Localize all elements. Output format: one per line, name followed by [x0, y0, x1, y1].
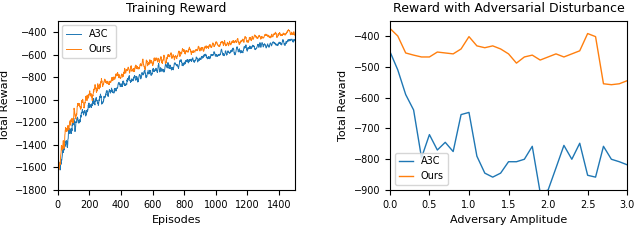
- Line: Ours: Ours: [58, 30, 295, 193]
- Ours: [442, 52, 449, 54]
- Ours: [426, 56, 433, 58]
- A3C: [54, 174, 61, 177]
- Line: A3C: A3C: [390, 52, 627, 193]
- Ours: [291, 34, 299, 37]
- Title: Reward with Adversarial Disturbance: Reward with Adversarial Disturbance: [393, 2, 625, 15]
- A3C: [568, 158, 575, 161]
- A3C: [529, 145, 536, 148]
- Ours: [433, 51, 441, 53]
- A3C: [394, 68, 402, 71]
- A3C: [552, 166, 560, 169]
- Title: Training Reward: Training Reward: [126, 2, 227, 15]
- A3C: [497, 172, 504, 174]
- A3C: [426, 133, 433, 136]
- A3C: [164, 66, 172, 69]
- A3C: [402, 93, 410, 96]
- A3C: [433, 149, 441, 151]
- Ours: [72, 116, 80, 119]
- X-axis label: Adversary Amplitude: Adversary Amplitude: [450, 215, 567, 225]
- Ours: [164, 56, 172, 59]
- A3C: [505, 160, 513, 163]
- Ours: [576, 49, 584, 52]
- Ours: [560, 56, 568, 58]
- Ours: [592, 35, 600, 38]
- Ours: [449, 52, 457, 55]
- Y-axis label: Total Reward: Total Reward: [338, 70, 348, 141]
- A3C: [72, 120, 80, 123]
- A3C: [616, 160, 623, 163]
- Ours: [418, 56, 426, 58]
- Legend: A3C, Ours: A3C, Ours: [395, 153, 448, 185]
- A3C: [489, 176, 497, 178]
- Ours: [189, 49, 196, 52]
- Ours: [457, 48, 465, 50]
- X-axis label: Episodes: Episodes: [152, 215, 201, 225]
- Ours: [552, 52, 560, 55]
- A3C: [536, 191, 544, 194]
- Ours: [544, 56, 552, 58]
- A3C: [287, 38, 295, 41]
- Ours: [402, 52, 410, 54]
- A3C: [189, 57, 196, 60]
- A3C: [154, 64, 162, 67]
- Ours: [82, 97, 90, 99]
- Ours: [394, 35, 402, 37]
- Ours: [568, 52, 575, 55]
- A3C: [291, 39, 299, 42]
- Ours: [616, 82, 623, 85]
- Line: Ours: Ours: [390, 28, 627, 85]
- Ours: [489, 44, 497, 47]
- Ours: [505, 52, 513, 55]
- A3C: [544, 189, 552, 191]
- Y-axis label: Total Reward: Total Reward: [0, 70, 10, 141]
- A3C: [473, 155, 481, 158]
- A3C: [442, 141, 449, 144]
- A3C: [449, 150, 457, 153]
- A3C: [513, 160, 520, 163]
- Ours: [159, 58, 167, 61]
- Ours: [54, 191, 61, 194]
- A3C: [418, 156, 426, 159]
- A3C: [560, 144, 568, 147]
- Ours: [536, 59, 544, 61]
- A3C: [520, 158, 528, 161]
- Ours: [386, 27, 394, 30]
- A3C: [465, 111, 473, 114]
- A3C: [584, 174, 591, 177]
- A3C: [386, 50, 394, 53]
- Ours: [285, 28, 292, 31]
- Ours: [497, 48, 504, 50]
- Ours: [520, 56, 528, 58]
- Ours: [529, 54, 536, 57]
- Ours: [623, 79, 631, 82]
- Line: A3C: A3C: [58, 39, 295, 176]
- Legend: A3C, Ours: A3C, Ours: [63, 25, 116, 58]
- Ours: [410, 54, 417, 57]
- A3C: [457, 113, 465, 116]
- A3C: [600, 145, 607, 148]
- A3C: [623, 164, 631, 166]
- A3C: [607, 158, 615, 161]
- A3C: [481, 172, 489, 174]
- Ours: [154, 57, 162, 60]
- Ours: [600, 82, 607, 85]
- Ours: [473, 44, 481, 47]
- A3C: [82, 113, 90, 116]
- Ours: [607, 83, 615, 86]
- A3C: [410, 109, 417, 111]
- Ours: [465, 35, 473, 38]
- A3C: [576, 142, 584, 144]
- A3C: [592, 176, 600, 178]
- Ours: [513, 62, 520, 65]
- A3C: [159, 68, 167, 71]
- Ours: [481, 46, 489, 49]
- Ours: [584, 32, 591, 35]
